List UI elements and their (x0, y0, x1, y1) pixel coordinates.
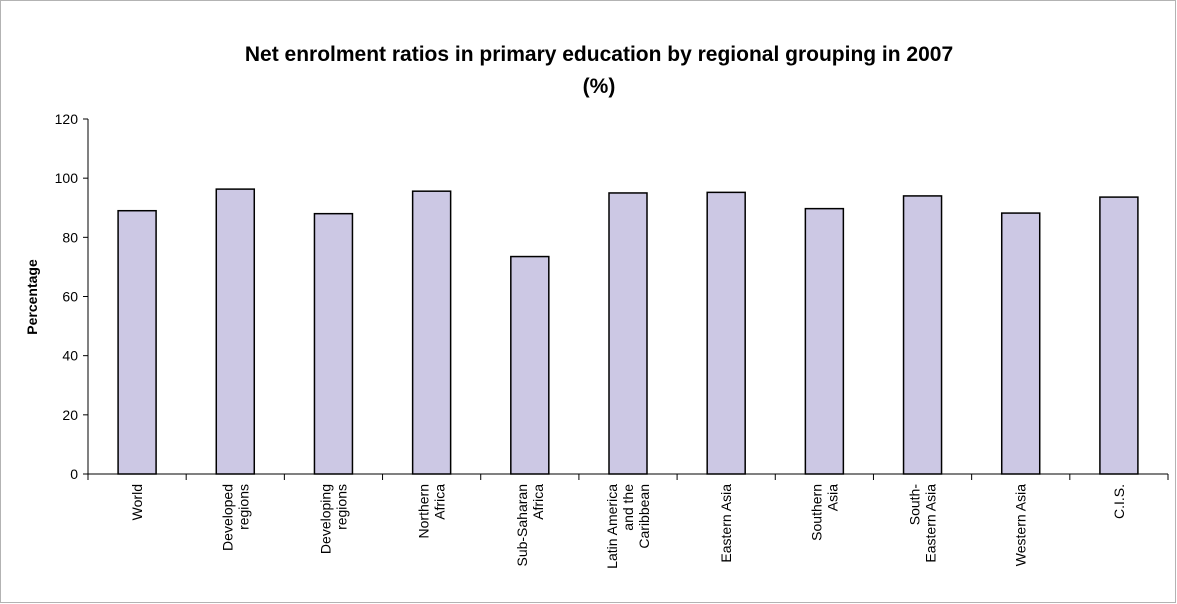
y-tick-label: 60 (62, 289, 78, 305)
x-tick-label-line: Developed (219, 484, 235, 551)
bar (510, 255, 550, 475)
x-tick-label: C.I.S. (1111, 484, 1127, 519)
bar (117, 209, 157, 475)
x-tick-label: Latin America and the Caribbean (604, 484, 652, 569)
x-tick-label-line: Southern (808, 484, 824, 541)
y-tick-label: 80 (62, 229, 78, 245)
x-tick-label-line: Eastern Asia (718, 484, 734, 563)
x-tick-label-line: C.I.S. (1111, 484, 1127, 519)
x-tick-label-line: Africa (530, 484, 546, 520)
bar (902, 195, 943, 475)
y-tick-label: 20 (62, 407, 78, 423)
chart-title: Net enrolment ratios in primary educatio… (245, 43, 953, 66)
x-tick-label: World (129, 484, 145, 520)
x-tick-label-line: Africa (432, 484, 448, 520)
x-tick-label-line: Northern (416, 484, 432, 538)
x-tick-label-line: and the (620, 484, 636, 531)
x-tick-label: Sub-Saharan Africa (514, 484, 546, 567)
x-tick-label-line: Latin America (604, 484, 620, 569)
y-axis-label: Percentage (24, 259, 40, 335)
x-tick-label: Developing regions (317, 484, 349, 554)
y-tick-label: 40 (62, 348, 78, 364)
x-tick-label-line: regions (333, 484, 349, 530)
bar (411, 190, 452, 475)
bar (608, 192, 648, 475)
y-tick-label: 100 (55, 170, 79, 186)
x-tick-label: Northern Africa (416, 484, 448, 539)
bar (706, 191, 746, 475)
x-tick-label-line: Eastern Asia (923, 484, 939, 563)
bar (1000, 212, 1041, 475)
x-tick-label-line: Caribbean (636, 484, 652, 549)
x-tick-label: Western Asia (1013, 484, 1029, 566)
x-tick-label-line: Western Asia (1013, 484, 1029, 566)
x-tick-label: Developed regions (219, 484, 251, 551)
bar (215, 188, 256, 475)
bar (313, 212, 354, 475)
x-tick-label-line: Asia (824, 484, 840, 511)
y-tick-label: 0 (70, 466, 78, 482)
x-tick-label: South- Eastern Asia (907, 484, 939, 563)
x-tick-label-line: World (129, 484, 145, 520)
bar (804, 207, 845, 475)
x-tick-label: Eastern Asia (718, 484, 734, 563)
x-tick-label-line: Developing (317, 484, 333, 554)
x-tick-label: Southern Asia (808, 484, 840, 541)
x-tick-label-line: regions (235, 484, 251, 530)
chart-subtitle: (%) (583, 75, 616, 98)
y-tick-label: 120 (55, 111, 79, 127)
x-tick-label-line: South- (907, 484, 923, 526)
bar (1099, 196, 1139, 475)
x-tick-label-line: Sub-Saharan (514, 484, 530, 567)
